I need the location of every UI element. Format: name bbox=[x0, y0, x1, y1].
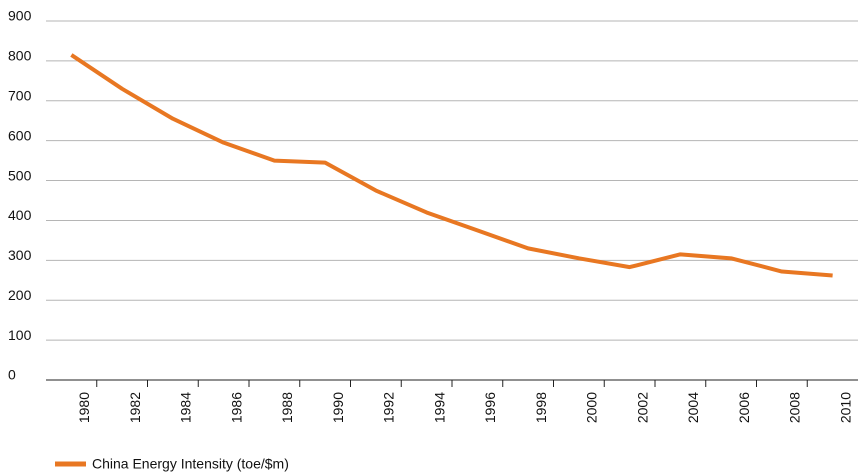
y-tick-label: 800 bbox=[8, 48, 32, 64]
y-tick-label: 900 bbox=[8, 8, 32, 24]
x-tick-label: 1982 bbox=[127, 392, 143, 423]
x-tick-label: 2010 bbox=[837, 392, 853, 423]
x-tick-label: 2002 bbox=[634, 392, 650, 423]
y-tick-label: 0 bbox=[8, 367, 16, 383]
y-tick-label: 500 bbox=[8, 167, 32, 183]
y-tick-label: 100 bbox=[8, 327, 32, 343]
x-tick-label: 1986 bbox=[228, 392, 244, 423]
x-tick-label: 1996 bbox=[482, 392, 498, 423]
y-tick-label: 200 bbox=[8, 287, 32, 303]
y-tick-label: 400 bbox=[8, 207, 32, 223]
x-tick-label: 2000 bbox=[584, 392, 600, 423]
legend-label: China Energy Intensity (toe/$m) bbox=[92, 456, 289, 472]
x-tick-label: 1992 bbox=[381, 392, 397, 423]
line-series bbox=[70, 53, 833, 278]
y-tick-label: 700 bbox=[8, 87, 32, 103]
x-tick-label: 1994 bbox=[431, 392, 447, 423]
x-tick-label: 2006 bbox=[736, 392, 752, 423]
x-tick-label: 1998 bbox=[533, 392, 549, 423]
x-tick-label: 2004 bbox=[685, 392, 701, 423]
x-tick-label: 1980 bbox=[76, 392, 92, 423]
x-tick-label: 2008 bbox=[787, 392, 803, 423]
y-tick-label: 600 bbox=[8, 127, 32, 143]
x-tick-label: 1990 bbox=[330, 392, 346, 423]
y-tick-label: 300 bbox=[8, 247, 32, 263]
x-tick-label: 1988 bbox=[279, 392, 295, 423]
x-tick-label: 1984 bbox=[178, 392, 194, 423]
